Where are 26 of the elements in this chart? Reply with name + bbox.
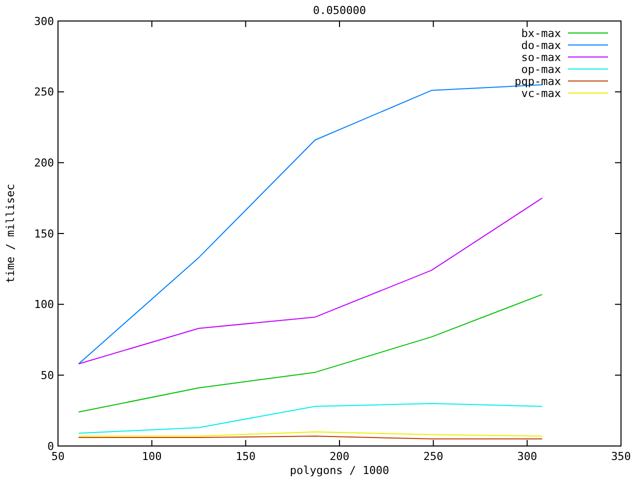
- legend-label: op-max: [521, 62, 562, 76]
- legend-label: do-max: [521, 38, 562, 52]
- y-tick-label: 300: [34, 14, 54, 28]
- line-series: [78, 403, 543, 434]
- x-tick-label: 350: [611, 450, 631, 463]
- line-series: [78, 294, 543, 412]
- y-tick-label: 50: [40, 369, 54, 382]
- x-axis-title: polygons / 1000: [290, 464, 390, 477]
- y-tick-label: 200: [34, 156, 54, 170]
- x-tick-label: 300: [517, 450, 538, 463]
- y-tick-label: 250: [34, 86, 54, 99]
- legend-label: vc-max: [521, 86, 562, 100]
- legend-label: so-max: [521, 50, 562, 64]
- x-tick-label: 150: [236, 450, 256, 463]
- legend-label: bx-max: [521, 26, 562, 40]
- x-tick-label: 100: [142, 450, 162, 463]
- line-series: [78, 198, 543, 364]
- legend-label: pqp-max: [514, 74, 562, 88]
- y-tick-label: 0: [47, 440, 54, 453]
- chart-title: 0.050000: [313, 4, 366, 17]
- y-axis-title: time / millisec: [4, 184, 17, 284]
- y-tick-label: 150: [34, 227, 54, 240]
- x-tick-label: 250: [423, 450, 444, 463]
- x-tick-label: 50: [51, 450, 65, 463]
- x-tick-label: 200: [330, 450, 350, 463]
- y-tick-label: 100: [34, 298, 54, 312]
